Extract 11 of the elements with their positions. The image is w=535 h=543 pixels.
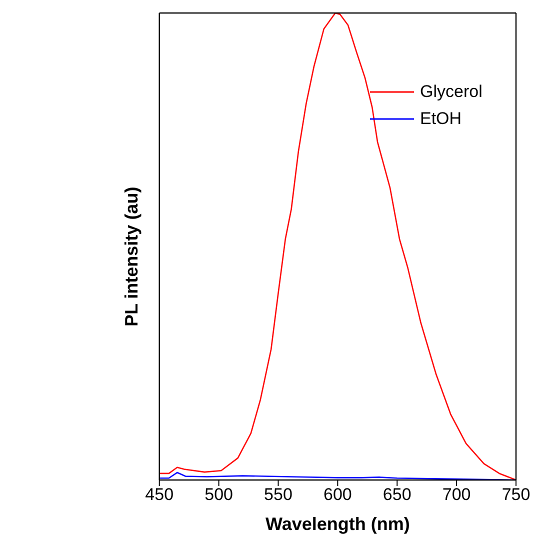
x-tick-label: 750 [502, 485, 530, 504]
x-tick-label: 550 [264, 485, 292, 504]
x-tick-label: 700 [442, 485, 471, 504]
x-tick-label: 450 [145, 485, 174, 504]
legend-label: EtOH [420, 108, 462, 128]
x-tick-label: 650 [382, 485, 412, 504]
x-tick-label: 600 [323, 485, 352, 504]
legend-label: Glycerol [420, 82, 482, 102]
x-axis-title: Wavelength (nm) [266, 514, 410, 534]
x-tick-label: 500 [204, 485, 233, 504]
y-axis-title: PL intensity (au) [122, 186, 142, 326]
